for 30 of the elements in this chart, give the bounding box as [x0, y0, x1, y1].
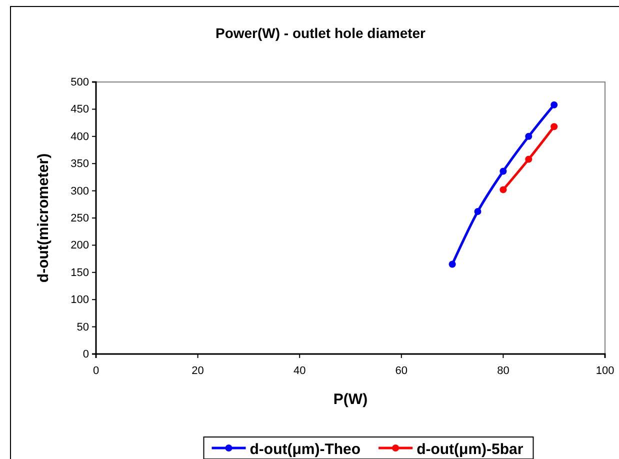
y-tick-label: 150: [70, 266, 89, 279]
y-tick-label: 350: [70, 158, 89, 170]
point: [525, 156, 532, 163]
x-tick-label: 80: [497, 364, 510, 377]
y-tick-label: 0: [82, 348, 89, 361]
y-tick-label: 200: [70, 240, 89, 252]
y-tick-label: 50: [76, 321, 89, 334]
x-axis-title: P(W): [333, 391, 368, 408]
point: [448, 260, 456, 268]
point: [550, 101, 558, 108]
x-tick-label: 100: [596, 364, 614, 377]
x-tick-label: 60: [395, 364, 408, 377]
x-tick-label: 40: [293, 364, 306, 377]
point: [500, 168, 507, 175]
legend-label: d-out(μm)-5bar: [416, 441, 524, 458]
y-tick-label: 400: [70, 130, 89, 143]
y-tick-label: 250: [70, 212, 89, 225]
y-tick-label: 100: [70, 294, 89, 306]
point: [525, 132, 532, 140]
point: [550, 123, 558, 130]
y-tick-label: 450: [70, 104, 89, 116]
legend-label: d-out(μm)-Theo: [250, 441, 361, 458]
point: [474, 208, 482, 215]
x-tick-label: 20: [192, 364, 204, 377]
y-tick-label: 500: [70, 76, 89, 89]
x-tick-label: 0: [92, 364, 100, 377]
y-axis-title: d-out(micrometer): [35, 153, 52, 283]
chart-title: Power(W) - outlet hole diameter: [215, 25, 426, 41]
y-tick-label: 300: [70, 185, 89, 198]
point: [500, 186, 507, 194]
